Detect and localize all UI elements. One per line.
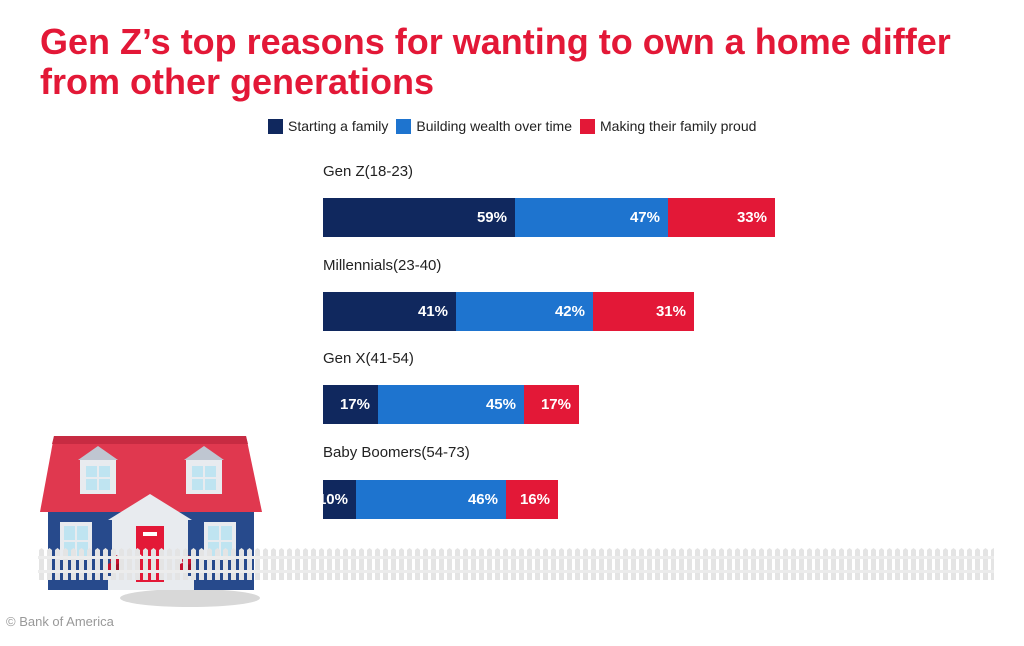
bar-value-label: 16%: [519, 491, 550, 508]
bar-value-label: 33%: [736, 209, 767, 226]
chart-legend: Starting a family Building wealth over t…: [268, 116, 764, 136]
bar-value-label: 42%: [554, 303, 585, 320]
bar-segment: 47%: [515, 198, 668, 237]
picket-fence: [38, 548, 994, 580]
bar-value-label: 31%: [655, 303, 686, 320]
legend-item-starting-family: Starting a family: [268, 118, 388, 134]
house-illustration: [40, 436, 262, 607]
bar-segment: 45%: [378, 385, 524, 424]
bar-value-label: 59%: [476, 209, 507, 226]
bar-segment: 41%: [323, 292, 456, 331]
legend-swatch-family-proud: [580, 118, 596, 134]
copyright-notice: © Bank of America: [6, 614, 114, 629]
bar-value-label: 45%: [485, 396, 516, 413]
group-label: Gen X(41-54): [323, 350, 414, 367]
bar-segment: 33%: [668, 198, 775, 237]
bar-value-label: 17%: [339, 396, 370, 413]
legend-swatch-starting-family: [268, 118, 283, 134]
bar-segment: 16%: [506, 480, 558, 519]
bar-value-label: 46%: [467, 491, 498, 508]
bar-value-label: 47%: [629, 209, 660, 226]
legend-label-family-proud: Making their family proud: [600, 118, 757, 134]
legend-swatch-building-wealth: [396, 118, 412, 134]
bar-segment: 17%: [323, 385, 378, 424]
bar-segment: 17%: [524, 385, 579, 424]
group-label: Baby Boomers(54-73): [323, 444, 470, 461]
legend-item-building-wealth: Building wealth over time: [396, 118, 572, 134]
bar-segment: 59%: [323, 198, 515, 237]
bar-segment: 10%: [318, 480, 356, 519]
bar-value-label: 17%: [540, 396, 571, 413]
bar-value-label: 10%: [317, 491, 348, 508]
bar-value-label: 41%: [417, 303, 448, 320]
bar-segment: 31%: [593, 292, 694, 331]
group-label: Millennials(23-40): [323, 257, 442, 274]
legend-item-family-proud: Making their family proud: [580, 118, 756, 134]
legend-label-starting-family: Starting a family: [288, 118, 389, 134]
bar-segment: 46%: [356, 480, 506, 519]
chart-title: Gen Z’s top reasons for wanting to own a…: [40, 21, 951, 102]
legend-label-building-wealth: Building wealth over time: [416, 118, 573, 134]
bar-segment: 42%: [456, 292, 593, 331]
group-label: Gen Z(18-23): [323, 163, 414, 180]
